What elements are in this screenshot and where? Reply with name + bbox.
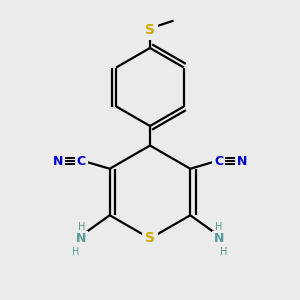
Text: H: H [220,247,228,257]
Text: H: H [215,222,223,232]
Text: S: S [145,23,155,37]
Text: S: S [145,232,155,245]
Text: H: H [77,222,85,232]
Text: C: C [214,155,223,168]
Text: N: N [214,232,224,245]
Text: N: N [237,155,247,168]
Text: C: C [77,155,86,168]
Text: H: H [72,247,80,257]
Text: N: N [52,155,63,168]
Text: N: N [76,232,86,245]
